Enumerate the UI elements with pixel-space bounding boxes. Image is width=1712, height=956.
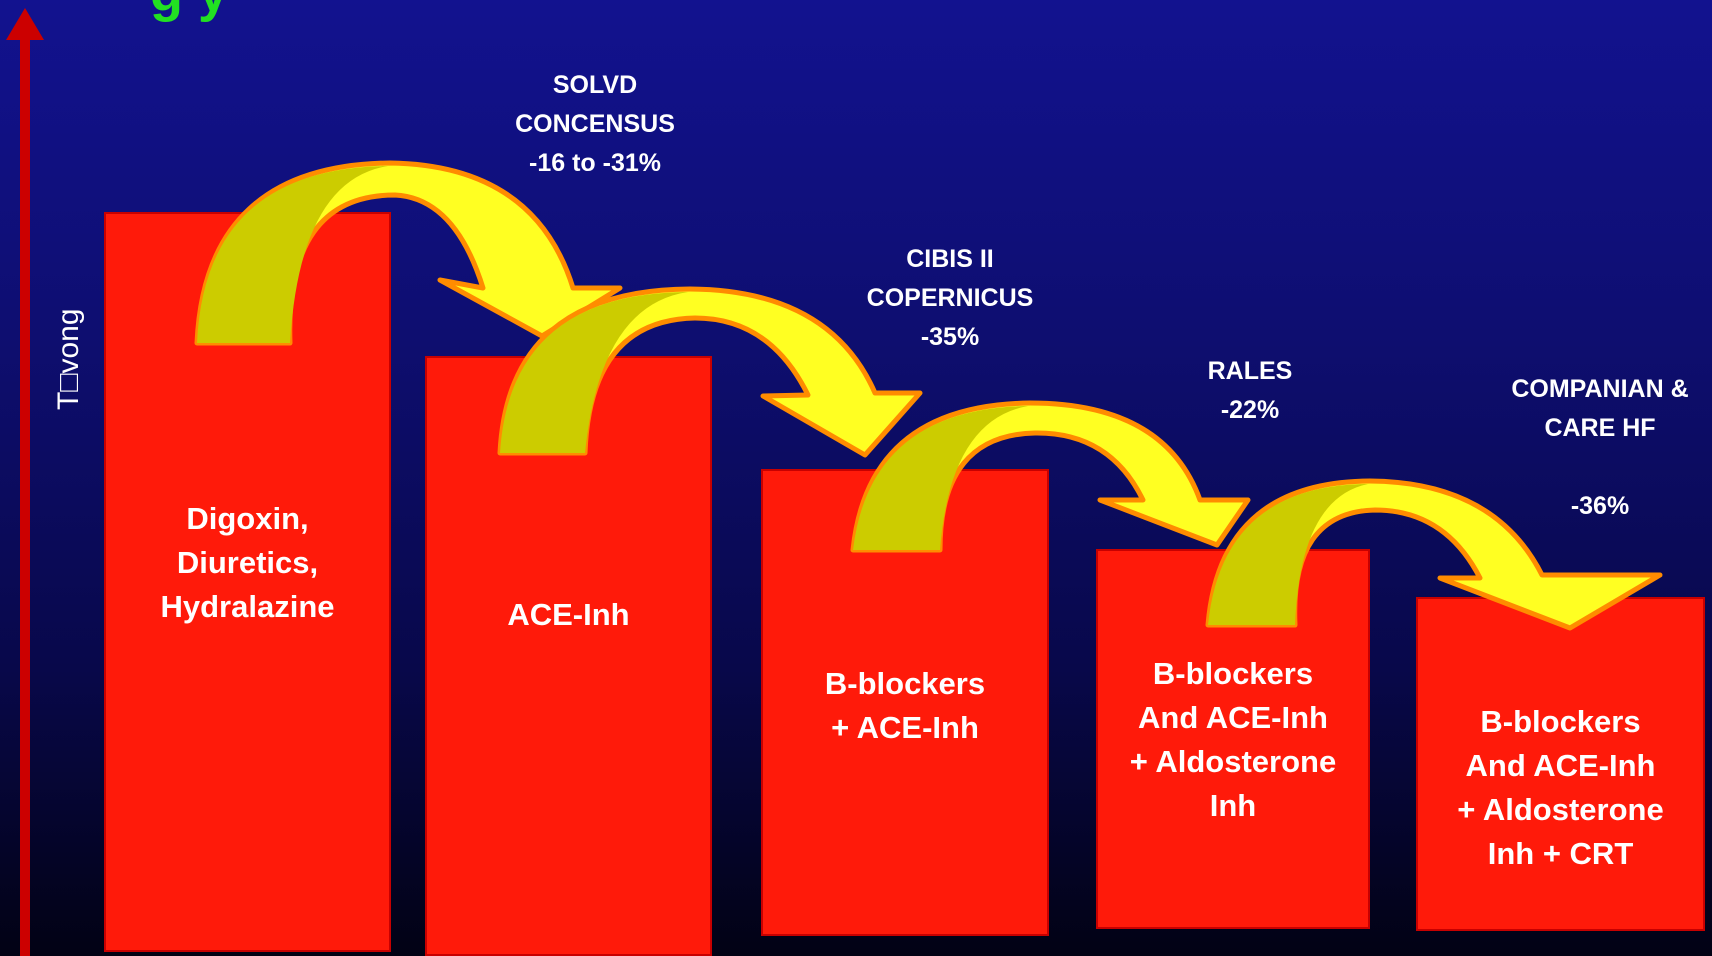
stage-label-2: ACE-Inh (507, 597, 630, 632)
stage-label-1: Digoxin, Diuretics, Hydralazine (160, 501, 335, 624)
trial-label-2: CIBIS II COPERNICUS -35% (866, 245, 1034, 351)
trial-label-3: RALES -22% (1207, 357, 1293, 424)
step-arrow-2 (497, 286, 923, 458)
step-arrow-4 (1205, 478, 1663, 631)
stage-label-3: B-blockers + ACE-Inh (824, 666, 986, 745)
slide-title: g y (150, 0, 228, 24)
stage-label-4: B-blockers And ACE-Inh + Aldosterone Inh (1129, 656, 1337, 823)
step-arrow-3 (850, 400, 1251, 553)
step-arrow-1 (194, 160, 623, 346)
y-axis-arrowhead (6, 8, 44, 40)
stage-bar-4 (1096, 549, 1370, 929)
trial-label-1: SOLVD CONCENSUS -16 to -31% (515, 71, 675, 177)
y-axis-shaft (20, 34, 30, 956)
stage-bar-5 (1416, 597, 1705, 931)
stage-bar-2 (425, 356, 712, 956)
trial-label-4: COMPANIAN & CARE HF -36% (1511, 375, 1689, 520)
stage-label-5: B-blockers And ACE-Inh + Aldosterone Inh… (1457, 704, 1664, 871)
